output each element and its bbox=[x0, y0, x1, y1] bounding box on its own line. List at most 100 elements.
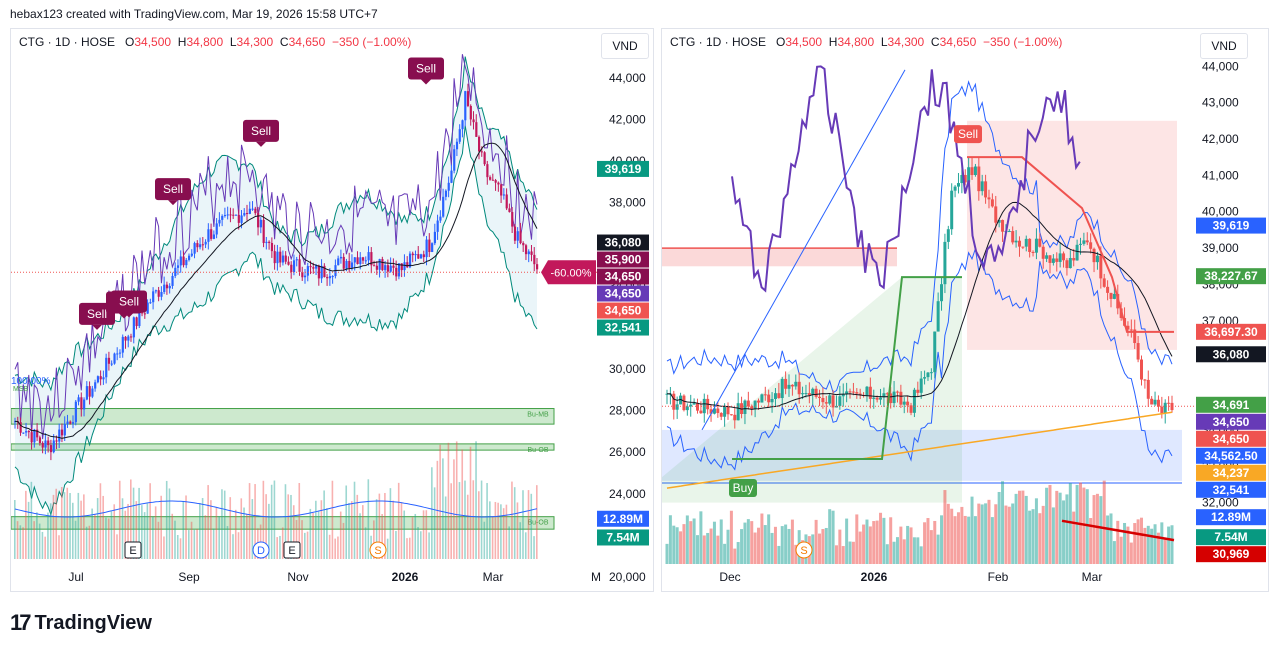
right-o-label: O bbox=[776, 35, 786, 49]
volume-bar bbox=[533, 536, 535, 559]
candle-body bbox=[1126, 325, 1130, 330]
candle-body bbox=[431, 243, 434, 253]
volume-bar bbox=[767, 514, 771, 564]
price-badge-label: 39,619 bbox=[1213, 219, 1250, 233]
volume-bar bbox=[60, 487, 63, 559]
left-change: −350 (−1.00%) bbox=[331, 35, 412, 49]
price-badge bbox=[597, 251, 649, 268]
candle-body bbox=[143, 313, 147, 315]
candle-body bbox=[77, 397, 80, 402]
volume-bar bbox=[865, 519, 869, 564]
candle-body bbox=[1051, 258, 1055, 263]
candle-body bbox=[395, 267, 398, 277]
volume-bar bbox=[990, 517, 994, 564]
candle-body bbox=[439, 216, 442, 221]
tradingview-logo-mark: 17 bbox=[10, 610, 32, 635]
volume-bar bbox=[494, 501, 497, 559]
x-tick-label: 2026 bbox=[392, 570, 419, 584]
candle-body bbox=[384, 265, 387, 271]
candle-body bbox=[270, 243, 274, 252]
volume-bar bbox=[916, 537, 920, 564]
volume-bar bbox=[439, 444, 441, 559]
candle-body bbox=[1028, 238, 1032, 252]
candle-body bbox=[773, 393, 777, 399]
candle-body bbox=[828, 395, 832, 404]
volume-bar bbox=[679, 531, 683, 564]
volume-bar bbox=[536, 485, 538, 559]
trend-step-line bbox=[732, 276, 962, 460]
candle-body bbox=[287, 261, 290, 265]
candle-body bbox=[201, 244, 205, 246]
candle-body bbox=[281, 255, 285, 263]
volume-bar bbox=[933, 520, 937, 564]
candle-body bbox=[851, 391, 855, 393]
volume-bar bbox=[773, 526, 777, 564]
volume-bar bbox=[450, 483, 452, 559]
candle-body bbox=[49, 445, 53, 453]
candle-body bbox=[794, 381, 798, 387]
volume-bar bbox=[85, 526, 88, 559]
left-chart-panel[interactable]: CTG · 1D · HOSE O34,500 H34,800 L34,300 … bbox=[10, 28, 654, 592]
volume-bar bbox=[723, 543, 727, 564]
candle-body bbox=[963, 175, 967, 183]
candle-body bbox=[505, 194, 508, 209]
volume-bar bbox=[165, 480, 168, 559]
sell-label: Sell bbox=[416, 61, 436, 75]
candle-body bbox=[193, 243, 196, 254]
candle-body bbox=[712, 408, 716, 414]
volume-bar bbox=[240, 498, 243, 559]
volume-bar bbox=[1126, 526, 1130, 564]
candle-body bbox=[699, 410, 703, 414]
right-close: 34,650 bbox=[939, 35, 977, 49]
zone-label: Bu-MB bbox=[527, 412, 549, 419]
volume-bar bbox=[110, 511, 113, 559]
volume-bar bbox=[455, 441, 458, 559]
tradingview-wordmark: TradingView bbox=[34, 611, 152, 634]
candle-body bbox=[872, 397, 876, 399]
candle-body bbox=[675, 404, 679, 410]
volume-bar bbox=[27, 501, 30, 559]
price-badge bbox=[1196, 481, 1266, 498]
y-tick-label: 38,000 bbox=[609, 196, 646, 210]
candle-body bbox=[1011, 231, 1015, 243]
volume-bar bbox=[702, 535, 706, 564]
candle-body bbox=[58, 429, 61, 442]
candle-body bbox=[524, 245, 528, 255]
volume-bar bbox=[780, 526, 784, 564]
price-badge-label: 34,562.50 bbox=[1204, 449, 1258, 463]
volume-bar bbox=[706, 532, 710, 564]
volume-bar bbox=[1021, 490, 1025, 564]
volume-bar bbox=[1106, 515, 1110, 564]
candle-body bbox=[30, 432, 33, 443]
volume-bar bbox=[83, 494, 85, 559]
price-badge bbox=[1196, 509, 1266, 526]
right-chart-panel[interactable]: CTG · 1D · HOSE O34,500 H34,800 L34,300 … bbox=[661, 28, 1269, 592]
sell-label-box bbox=[408, 57, 444, 80]
candle-body bbox=[152, 291, 155, 303]
x-tick-label: Sep bbox=[178, 570, 200, 584]
volume-bar bbox=[22, 527, 24, 559]
left-currency-button[interactable]: VND bbox=[601, 33, 649, 59]
pct-label-box bbox=[541, 260, 596, 285]
volume-bar bbox=[58, 535, 60, 559]
volume-bar bbox=[33, 521, 35, 559]
volume-bar bbox=[326, 508, 328, 559]
candle-body bbox=[1072, 257, 1076, 261]
candle-body bbox=[453, 149, 456, 171]
candle-body bbox=[339, 256, 343, 259]
candle-body bbox=[990, 199, 994, 207]
volume-bar bbox=[508, 526, 510, 559]
right-c-label: C bbox=[930, 35, 940, 49]
volume-bar bbox=[973, 516, 977, 564]
candle-body bbox=[33, 429, 36, 443]
candle-body bbox=[760, 394, 764, 403]
right-currency-button[interactable]: VND bbox=[1200, 33, 1248, 59]
candle-body bbox=[797, 381, 801, 395]
volume-bar bbox=[320, 500, 323, 559]
volume-bar bbox=[1156, 532, 1160, 564]
volume-bar bbox=[389, 488, 392, 559]
candle-body bbox=[323, 265, 326, 278]
candle-body bbox=[381, 259, 384, 271]
volume-bar bbox=[392, 500, 394, 559]
candle-body bbox=[1095, 255, 1099, 263]
